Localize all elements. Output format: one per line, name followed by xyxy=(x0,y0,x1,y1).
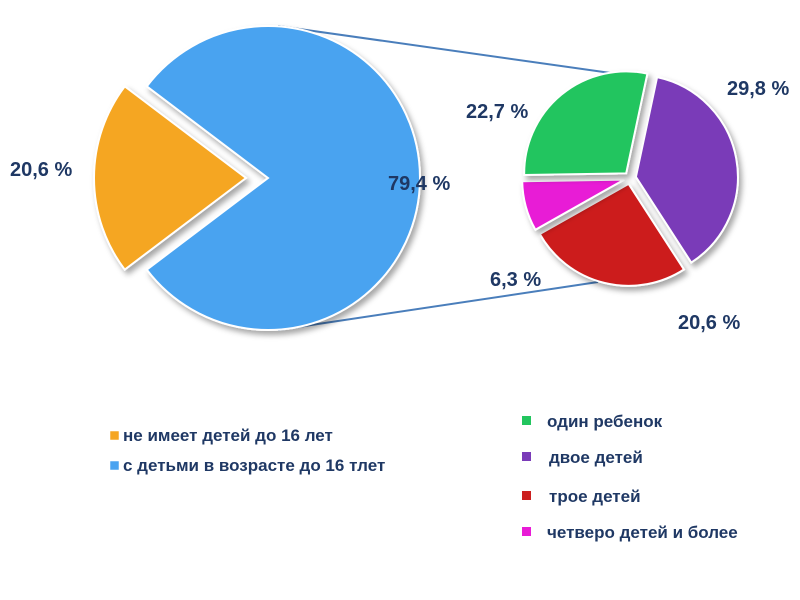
legend-swatch-two-children xyxy=(522,452,531,461)
data-label-three-children: 20,6 % xyxy=(678,312,740,334)
sub-slice-one-child xyxy=(523,70,649,177)
connector-top xyxy=(277,25,633,77)
legend-label-two-children: двое детей xyxy=(549,448,643,467)
connector-bottom xyxy=(277,281,599,331)
legend-swatch-no-children xyxy=(109,430,120,441)
data-label-with-children: 79,4 % xyxy=(388,173,450,195)
data-label-two-children: 29,8 % xyxy=(727,78,789,100)
legend-swatch-one-child xyxy=(522,416,531,425)
legend-label-with-children: с детьми в возрасте до 16 тлет xyxy=(123,456,385,475)
legend-swatch-three-children xyxy=(522,491,531,500)
legend-label-no-children: не имеет детей до 16 лет xyxy=(123,426,333,445)
sub-slice-three-children xyxy=(538,182,686,287)
legend-label-four-plus-children: четверо детей и более xyxy=(547,523,738,542)
data-labels: 20,6 % 79,4 % 22,7 % 29,8 % 20,6 % 6,3 % xyxy=(10,78,789,334)
secondary-pie xyxy=(521,70,739,287)
legend-secondary: один ребенок двое детей трое детей четверо … xyxy=(522,412,738,542)
legend-label-three-children: трое детей xyxy=(549,487,641,506)
legend-swatch-with-children xyxy=(109,460,120,471)
legend-swatch-four-plus-children xyxy=(522,527,531,536)
data-label-no-children: 20,6 % xyxy=(10,159,72,181)
pie-slice-no-children xyxy=(93,84,248,272)
sub-slice-four-plus-children xyxy=(521,178,625,232)
legend-main: не имеет детей до 16 лет с детьми в возра… xyxy=(109,426,385,475)
data-label-four-plus-children: 6,3 % xyxy=(490,269,541,291)
legend-label-one-child: один ребенок xyxy=(547,412,663,431)
sub-slice-two-children xyxy=(634,75,739,264)
main-pie xyxy=(93,25,421,331)
connector-lines xyxy=(277,25,633,331)
pie-slice-with-children xyxy=(145,25,421,331)
data-label-one-child: 22,7 % xyxy=(466,101,528,123)
